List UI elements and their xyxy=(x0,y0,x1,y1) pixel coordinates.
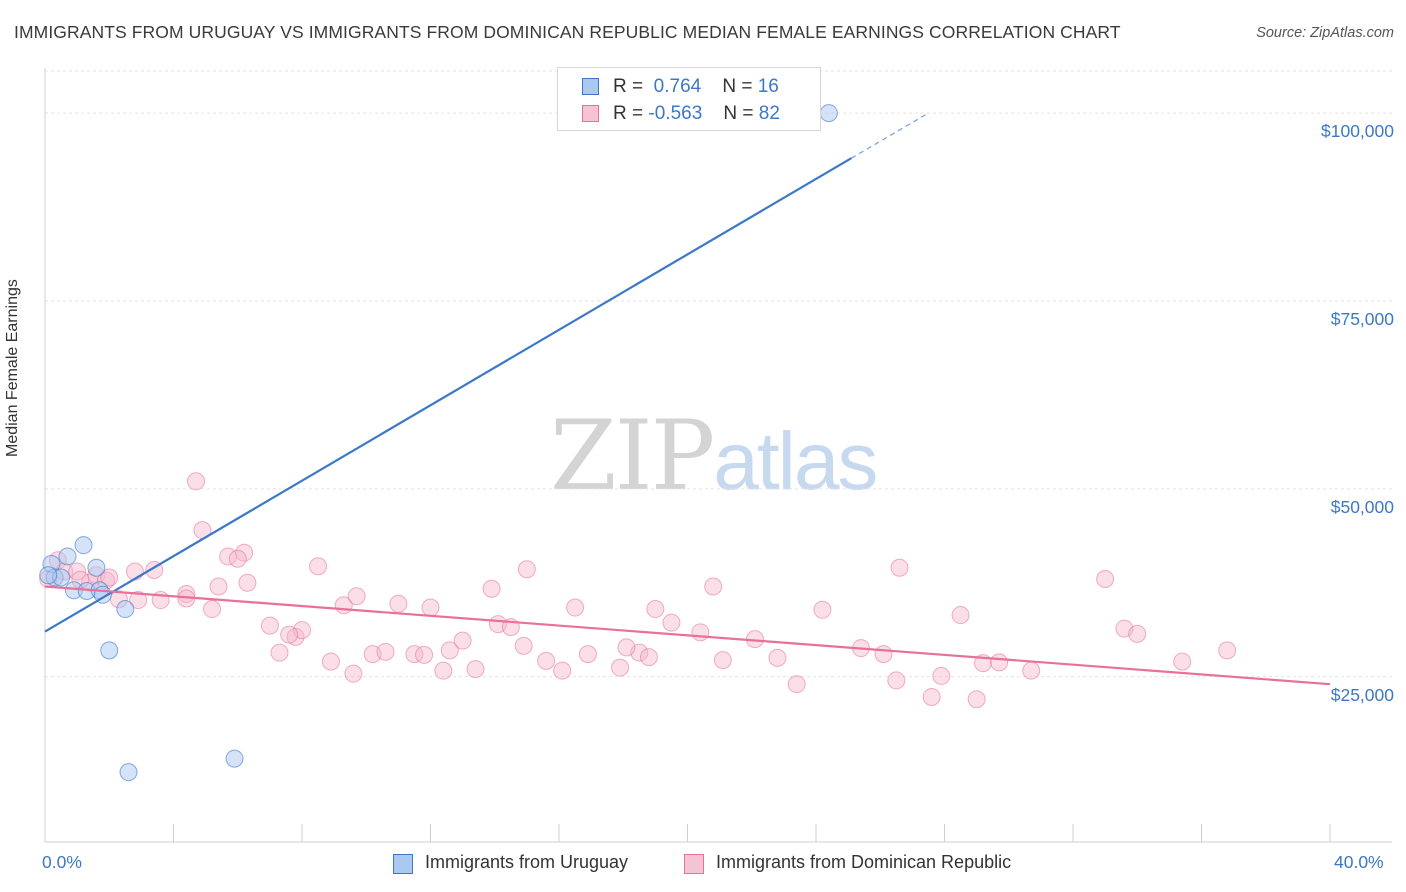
uruguay-point xyxy=(819,104,838,123)
dominican-point xyxy=(238,573,257,592)
dominican-point xyxy=(932,666,951,685)
dominican-point xyxy=(347,587,366,606)
dominican-point xyxy=(662,613,681,632)
dominican-point xyxy=(1173,652,1192,671)
dominican-point xyxy=(228,549,247,568)
dominican-point xyxy=(321,652,340,671)
dominican-point xyxy=(186,472,205,491)
legend-r-value-dominican: -0.563 xyxy=(648,103,703,124)
legend-n-value-dominican: 82 xyxy=(758,103,780,124)
dominican-point xyxy=(260,616,279,635)
dominican-point xyxy=(813,600,832,619)
legend-swatch-uruguay xyxy=(582,78,599,95)
legend-r-value-uruguay: 0.764 xyxy=(653,76,702,97)
dominican-point xyxy=(100,568,119,587)
dominican-point xyxy=(440,641,459,660)
dominican-point xyxy=(691,623,710,642)
dominican-point xyxy=(578,645,597,664)
uruguay-trend-extension xyxy=(851,112,929,159)
dominican-point xyxy=(566,598,585,617)
dominican-point xyxy=(129,591,148,610)
dominican-point xyxy=(1128,624,1147,643)
dominican-point xyxy=(1022,661,1041,680)
uruguay-point xyxy=(116,600,135,619)
bottom-legend-label-uruguay: Immigrants from Uruguay xyxy=(425,852,629,872)
uruguay-trend-line xyxy=(44,157,852,633)
legend-n-label: N = xyxy=(723,103,754,124)
y-tick-label: $75,000 xyxy=(1330,308,1394,329)
dominican-point xyxy=(389,594,408,613)
dominican-point xyxy=(787,675,806,694)
dominican-point xyxy=(405,645,424,664)
dominican-point xyxy=(1218,641,1237,660)
axes xyxy=(44,68,1392,843)
dominican-point xyxy=(537,651,556,670)
dominican-republic-points xyxy=(39,472,1237,709)
y-tick-label: $50,000 xyxy=(1330,496,1394,517)
dominican-trend-line xyxy=(44,585,1331,686)
dominican-point xyxy=(209,577,228,596)
dominican-point xyxy=(415,645,434,664)
uruguay-point xyxy=(119,763,138,782)
dominican-point xyxy=(922,687,941,706)
dominican-point xyxy=(466,660,485,679)
dominican-point xyxy=(280,625,299,644)
dominican-point xyxy=(125,562,144,581)
dominican-point xyxy=(517,560,536,579)
y-tick-label: $25,000 xyxy=(1330,684,1394,705)
dominican-point xyxy=(990,653,1009,672)
dominican-point xyxy=(646,600,665,619)
uruguay-points xyxy=(39,104,838,782)
dominican-point xyxy=(967,690,986,709)
bottom-legend-swatch-dominican xyxy=(684,854,704,874)
y-axis-label: Median Female Earnings xyxy=(4,279,21,457)
uruguay-point xyxy=(87,558,106,577)
watermark-atlas: atlas xyxy=(713,416,878,507)
dominican-point xyxy=(890,558,909,577)
legend-n-value-uruguay: 16 xyxy=(757,76,779,97)
correlation-legend: R = 0.764 N = 16 R = -0.563 N = 82 xyxy=(557,67,821,131)
dominican-point xyxy=(270,643,289,662)
chart-title: IMMIGRANTS FROM URUGUAY VS IMMIGRANTS FR… xyxy=(14,22,1121,42)
legend-n-label: N = xyxy=(722,76,753,97)
dominican-point xyxy=(1096,569,1115,588)
x-tick-min: 0.0% xyxy=(42,852,82,872)
dominican-point xyxy=(874,645,893,664)
uruguay-point xyxy=(100,641,119,660)
dominican-point xyxy=(309,557,328,576)
legend-r-label: R = xyxy=(613,103,644,124)
dominican-point xyxy=(639,648,658,667)
dominican-point xyxy=(434,661,453,680)
legend-r-label: R = xyxy=(613,76,644,97)
x-tick-max: 40.0% xyxy=(1334,852,1384,872)
dominican-point xyxy=(704,577,723,596)
watermark-zip: ZIP xyxy=(550,400,715,512)
dominican-point xyxy=(203,600,222,619)
dominican-point xyxy=(421,598,440,617)
uruguay-point xyxy=(225,749,244,768)
dominican-point xyxy=(376,642,395,661)
bottom-legend-label-dominican: Immigrants from Dominican Republic xyxy=(716,852,1012,872)
trend-lines xyxy=(44,112,1331,686)
uruguay-point xyxy=(74,536,93,555)
bottom-legend-swatch-uruguay xyxy=(393,854,413,874)
dominican-point xyxy=(768,648,787,667)
dominican-point xyxy=(344,664,363,683)
dominican-point xyxy=(611,658,630,677)
y-tick-label: $100,000 xyxy=(1321,121,1394,142)
dominican-point xyxy=(453,631,472,650)
dominican-point xyxy=(713,651,732,670)
source-label: Source: ZipAtlas.com xyxy=(1256,25,1394,41)
dominican-point xyxy=(514,636,533,655)
dominican-point xyxy=(553,661,572,680)
uruguay-point xyxy=(58,547,77,566)
legend-swatch-dominican xyxy=(582,105,599,122)
dominican-point xyxy=(617,638,636,657)
uruguay-point xyxy=(39,566,58,585)
dominican-point xyxy=(482,579,501,598)
dominican-point xyxy=(951,606,970,625)
dominican-point xyxy=(887,671,906,690)
watermark: ZIPatlas xyxy=(550,400,878,512)
